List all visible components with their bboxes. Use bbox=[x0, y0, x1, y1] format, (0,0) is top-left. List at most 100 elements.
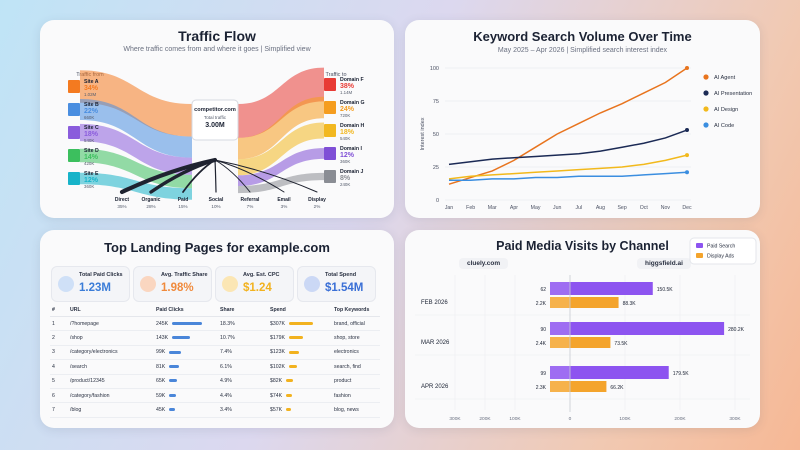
channel-flow bbox=[214, 159, 318, 193]
cell-keywords-text: shop, store bbox=[334, 335, 360, 342]
bar-label: 2.2K bbox=[536, 301, 547, 307]
cell-keywords: blog, news bbox=[332, 402, 380, 418]
cell-paid-clicks: 245K bbox=[154, 316, 218, 332]
cell-rank: 3 bbox=[50, 345, 68, 361]
destination-flow bbox=[238, 172, 324, 194]
legend-label: AI Presentation bbox=[714, 91, 752, 97]
destination-name: Domain G bbox=[340, 100, 365, 106]
destination-flow bbox=[238, 148, 324, 186]
cell-rank-text: 7 bbox=[52, 407, 55, 414]
clicks-bar bbox=[172, 336, 190, 340]
traffic-flow-card: Traffic Flow Where traffic comes from an… bbox=[40, 20, 394, 218]
kpi-label: Total Paid Clicks bbox=[79, 272, 123, 278]
cell-url: /shop bbox=[68, 330, 154, 346]
cell-keywords-text: blog, news bbox=[334, 407, 359, 414]
col-header-paid-clicks: Paid Clicks bbox=[154, 304, 218, 317]
destination-flow bbox=[238, 122, 324, 176]
destination-node bbox=[324, 78, 336, 91]
x-tick-label: Nov bbox=[661, 205, 671, 211]
cell-url-text: /shop bbox=[70, 335, 83, 342]
bar-paid-search-left bbox=[550, 322, 570, 335]
kpi-icon bbox=[222, 276, 238, 292]
cell-spend: $74K bbox=[268, 388, 332, 404]
paid-media-title: Paid Media Visits by Channel bbox=[496, 239, 669, 253]
x-tick-label: Mar bbox=[488, 205, 497, 211]
source-pct: 14% bbox=[84, 154, 99, 161]
kpi-value: 1.23M bbox=[79, 282, 111, 294]
legend-swatch bbox=[696, 243, 703, 248]
keyword-volume-chart: 0 25 50 75 100 Interest index Jan Feb Mar Apr May J… bbox=[420, 66, 752, 211]
clicks-bar bbox=[172, 321, 203, 325]
right-header: Traffic to bbox=[325, 72, 346, 78]
kpi-label: Total Spend bbox=[325, 272, 357, 278]
legend-label: AI Code bbox=[714, 123, 734, 129]
legend-swatch bbox=[703, 122, 709, 128]
x-tick-label: Oct bbox=[640, 205, 649, 211]
cell-spend: $179K bbox=[268, 330, 332, 346]
cell-keywords-text: brand, official bbox=[334, 320, 365, 327]
cell-share: 4.9% bbox=[218, 374, 268, 389]
channel-pct: 28% bbox=[146, 204, 155, 209]
x-tick-label: Dec bbox=[682, 205, 692, 211]
left-site-chip: cluely.com bbox=[459, 258, 509, 269]
cell-share-text: 10.7% bbox=[220, 335, 235, 342]
table-header-row: # URL Paid Clicks Share Spend Top Keywor… bbox=[50, 304, 380, 317]
x-tick-label: 0 bbox=[569, 416, 572, 422]
center-value: 3.00M bbox=[205, 122, 225, 129]
legend-label: AI Design bbox=[714, 107, 738, 113]
destination-flow bbox=[238, 67, 324, 138]
col-header-share: Share bbox=[218, 304, 268, 317]
bar-label: 90 bbox=[540, 327, 546, 333]
source-value: 540K bbox=[84, 138, 94, 143]
kpi-label: Avg. Est. CPC bbox=[243, 272, 280, 278]
x-tick-label: Sep bbox=[617, 205, 626, 211]
channel-name: Social bbox=[209, 197, 224, 203]
channel-name: Direct bbox=[115, 197, 130, 203]
category-label: MAR 2026 bbox=[421, 340, 450, 346]
bar-paid-search-right bbox=[570, 322, 725, 335]
channel-pct: 35% bbox=[117, 204, 126, 209]
kpi-value: $1.54M bbox=[325, 282, 364, 294]
source-name: Site C bbox=[84, 125, 99, 131]
y-tick-label: 0 bbox=[436, 198, 439, 204]
kpi-value: $1.24 bbox=[243, 282, 272, 294]
bar-paid-search-right bbox=[570, 366, 669, 379]
x-tick-label: Jan bbox=[445, 205, 453, 211]
legend-swatch bbox=[696, 253, 703, 258]
cell-spend-text: $179K bbox=[270, 335, 286, 342]
source-node bbox=[68, 103, 80, 116]
series-line bbox=[448, 154, 688, 180]
cell-rank-text: 4 bbox=[52, 363, 55, 370]
cell-keywords-text: fashion bbox=[334, 392, 351, 399]
legend-label: Display Ads bbox=[707, 254, 735, 260]
cell-spend: $123K bbox=[268, 345, 332, 361]
destination-value: 540K bbox=[340, 136, 350, 141]
cell-rank: 5 bbox=[50, 374, 68, 389]
series-end-point bbox=[685, 66, 689, 70]
traffic-flow-subtitle: Where traffic comes from and where it go… bbox=[123, 46, 311, 53]
cell-share-text: 7.4% bbox=[220, 349, 232, 356]
cell-url: /category/fashion bbox=[68, 388, 154, 404]
cell-share-text: 4.4% bbox=[220, 392, 232, 399]
source-value: 1.02M bbox=[84, 92, 97, 97]
traffic-flow-chart: Traffic fromTraffic toDirect35%Organic28… bbox=[68, 67, 365, 209]
cell-paid-clicks-text: 245K bbox=[156, 320, 169, 327]
series-line bbox=[448, 67, 688, 185]
cell-url-text: /?homepage bbox=[70, 320, 99, 327]
col-header-url: URL bbox=[68, 304, 154, 317]
channel-name: Organic bbox=[142, 197, 161, 203]
destination-node bbox=[324, 170, 336, 183]
bar-label: 99 bbox=[540, 371, 546, 377]
x-tick-label: 200K bbox=[674, 416, 686, 422]
cell-paid-clicks: 59K bbox=[154, 388, 218, 404]
spend-bar bbox=[289, 336, 303, 340]
spend-bar bbox=[289, 350, 299, 354]
cell-share: 10.7% bbox=[218, 330, 268, 346]
cell-paid-clicks-text: 45K bbox=[156, 407, 166, 414]
channel-pct: 10% bbox=[211, 204, 220, 209]
cell-paid-clicks-text: 81K bbox=[156, 363, 166, 370]
source-name: Site A bbox=[84, 79, 99, 85]
channel-pct: 7% bbox=[247, 204, 254, 209]
col-header-spend: Spend bbox=[268, 304, 332, 317]
source-flow bbox=[80, 123, 192, 175]
